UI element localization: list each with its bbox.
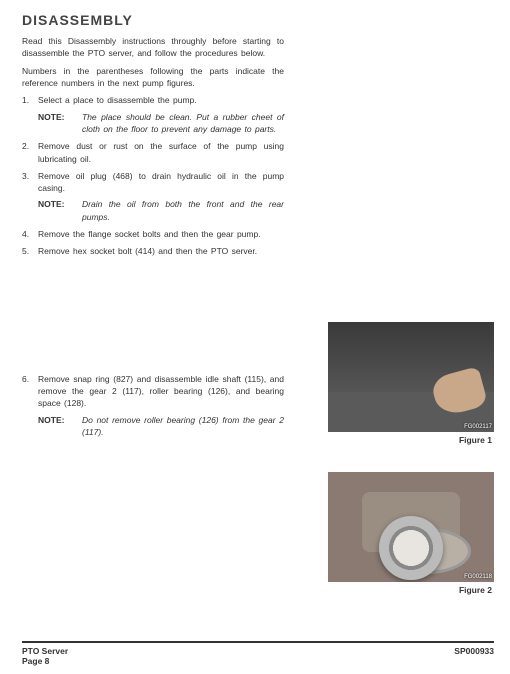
step-body: Select a place to disassemble the pump. N… — [38, 94, 284, 135]
step-2: 2.Remove dust or rust on the surface of … — [22, 140, 284, 165]
step-1: 1.Select a place to disassemble the pump… — [22, 94, 284, 135]
note-label: NOTE: — [38, 111, 82, 136]
step-4: 4.Remove the flange socket bolts and the… — [22, 228, 284, 240]
intro-paragraph-2: Numbers in the parentheses following the… — [22, 65, 284, 90]
steps-list: 1.Select a place to disassemble the pump… — [22, 94, 284, 438]
step-number: 5. — [22, 245, 38, 257]
step-note: NOTE:Do not remove roller bearing (126) … — [38, 414, 284, 439]
step-number: 6. — [22, 373, 38, 439]
step-body: Remove snap ring (827) and disassemble i… — [38, 373, 284, 439]
step-body: Remove dust or rust on the surface of th… — [38, 140, 284, 165]
figure-code: FG002117 — [464, 424, 492, 430]
footer-left-2: Page 8 — [22, 656, 68, 666]
step-body: Remove hex socket bolt (414) and then th… — [38, 245, 284, 257]
step-note: NOTE:The place should be clean. Put a ru… — [38, 111, 284, 136]
step-6: 6.Remove snap ring (827) and disassemble… — [22, 373, 284, 439]
step-note: NOTE:Drain the oil from both the front a… — [38, 198, 284, 223]
intro-paragraph-1: Read this Disassembly instructions throu… — [22, 35, 284, 60]
step-3: 3.Remove oil plug (468) to drain hydraul… — [22, 170, 284, 223]
figure-code: FG002118 — [464, 574, 492, 580]
figure-label: Figure 1 — [328, 435, 494, 445]
figure-label: Figure 2 — [328, 585, 494, 595]
step-5: 5.Remove hex socket bolt (414) and then … — [22, 245, 284, 257]
note-label: NOTE: — [38, 414, 82, 439]
step-body: Remove oil plug (468) to drain hydraulic… — [38, 170, 284, 223]
step-text: Remove dust or rust on the surface of th… — [38, 140, 284, 165]
step-number: 1. — [22, 94, 38, 135]
page-footer: PTO Server Page 8 SP000933 — [22, 641, 494, 666]
step-text: Remove hex socket bolt (414) and then th… — [38, 245, 284, 257]
figure-1: FG002117 Figure 1 — [328, 322, 494, 445]
step-text: Select a place to disassemble the pump. — [38, 94, 284, 106]
figure-image: FG002117 — [328, 322, 494, 432]
step-body: Remove the flange socket bolts and then … — [38, 228, 284, 240]
figure-image: FG002118 — [328, 472, 494, 582]
footer-right: SP000933 — [454, 646, 494, 666]
footer-left-1: PTO Server — [22, 646, 68, 656]
note-text: Do not remove roller bearing (126) from … — [82, 414, 284, 439]
step-text: Remove snap ring (827) and disassemble i… — [38, 373, 284, 410]
step-number: 3. — [22, 170, 38, 223]
step-text: Remove the flange socket bolts and then … — [38, 228, 284, 240]
note-text: Drain the oil from both the front and th… — [82, 198, 284, 223]
note-text: The place should be clean. Put a rubber … — [82, 111, 284, 136]
step-number: 4. — [22, 228, 38, 240]
figure-2: FG002118 Figure 2 — [328, 472, 494, 595]
page-title: DISASSEMBLY — [22, 12, 494, 28]
step-number: 2. — [22, 140, 38, 165]
note-label: NOTE: — [38, 198, 82, 223]
step-text: Remove oil plug (468) to drain hydraulic… — [38, 170, 284, 195]
